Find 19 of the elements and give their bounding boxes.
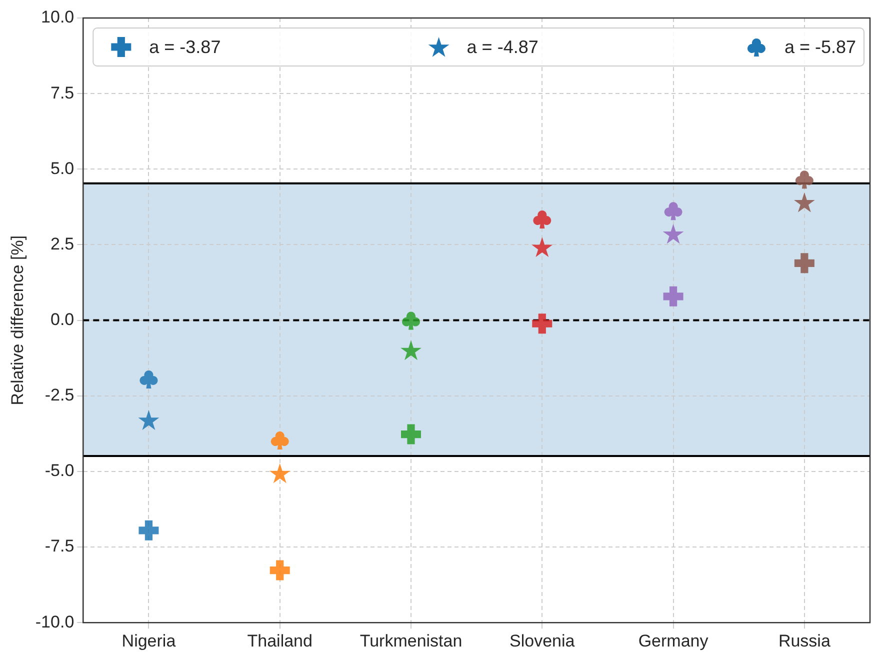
x-tick-label: Nigeria	[122, 631, 176, 650]
y-tick-label: -7.5	[44, 536, 74, 556]
x-tick-label: Turkmenistan	[360, 631, 462, 650]
y-tick-label: 10.0	[41, 8, 74, 27]
y-tick-label: -2.5	[44, 386, 74, 405]
x-tick-label: Russia	[778, 631, 831, 650]
y-tick-label: -10.0	[35, 612, 74, 632]
y-tick-label: 7.5	[50, 83, 74, 102]
legend-label: a = -3.87	[149, 36, 221, 57]
x-tick-label: Thailand	[247, 631, 312, 650]
y-tick-label: 5.0	[50, 158, 74, 178]
legend-label: a = -4.87	[466, 36, 538, 57]
y-tick-label: -5.0	[44, 461, 74, 480]
x-tick-label: Germany	[638, 631, 709, 650]
legend-label: a = -5.87	[784, 36, 856, 57]
y-tick-label: 0.0	[50, 310, 74, 329]
y-axis-title: Relative difference [%]	[8, 235, 27, 406]
x-tick-label: Slovenia	[510, 631, 576, 650]
y-tick-label: 2.5	[50, 234, 74, 254]
